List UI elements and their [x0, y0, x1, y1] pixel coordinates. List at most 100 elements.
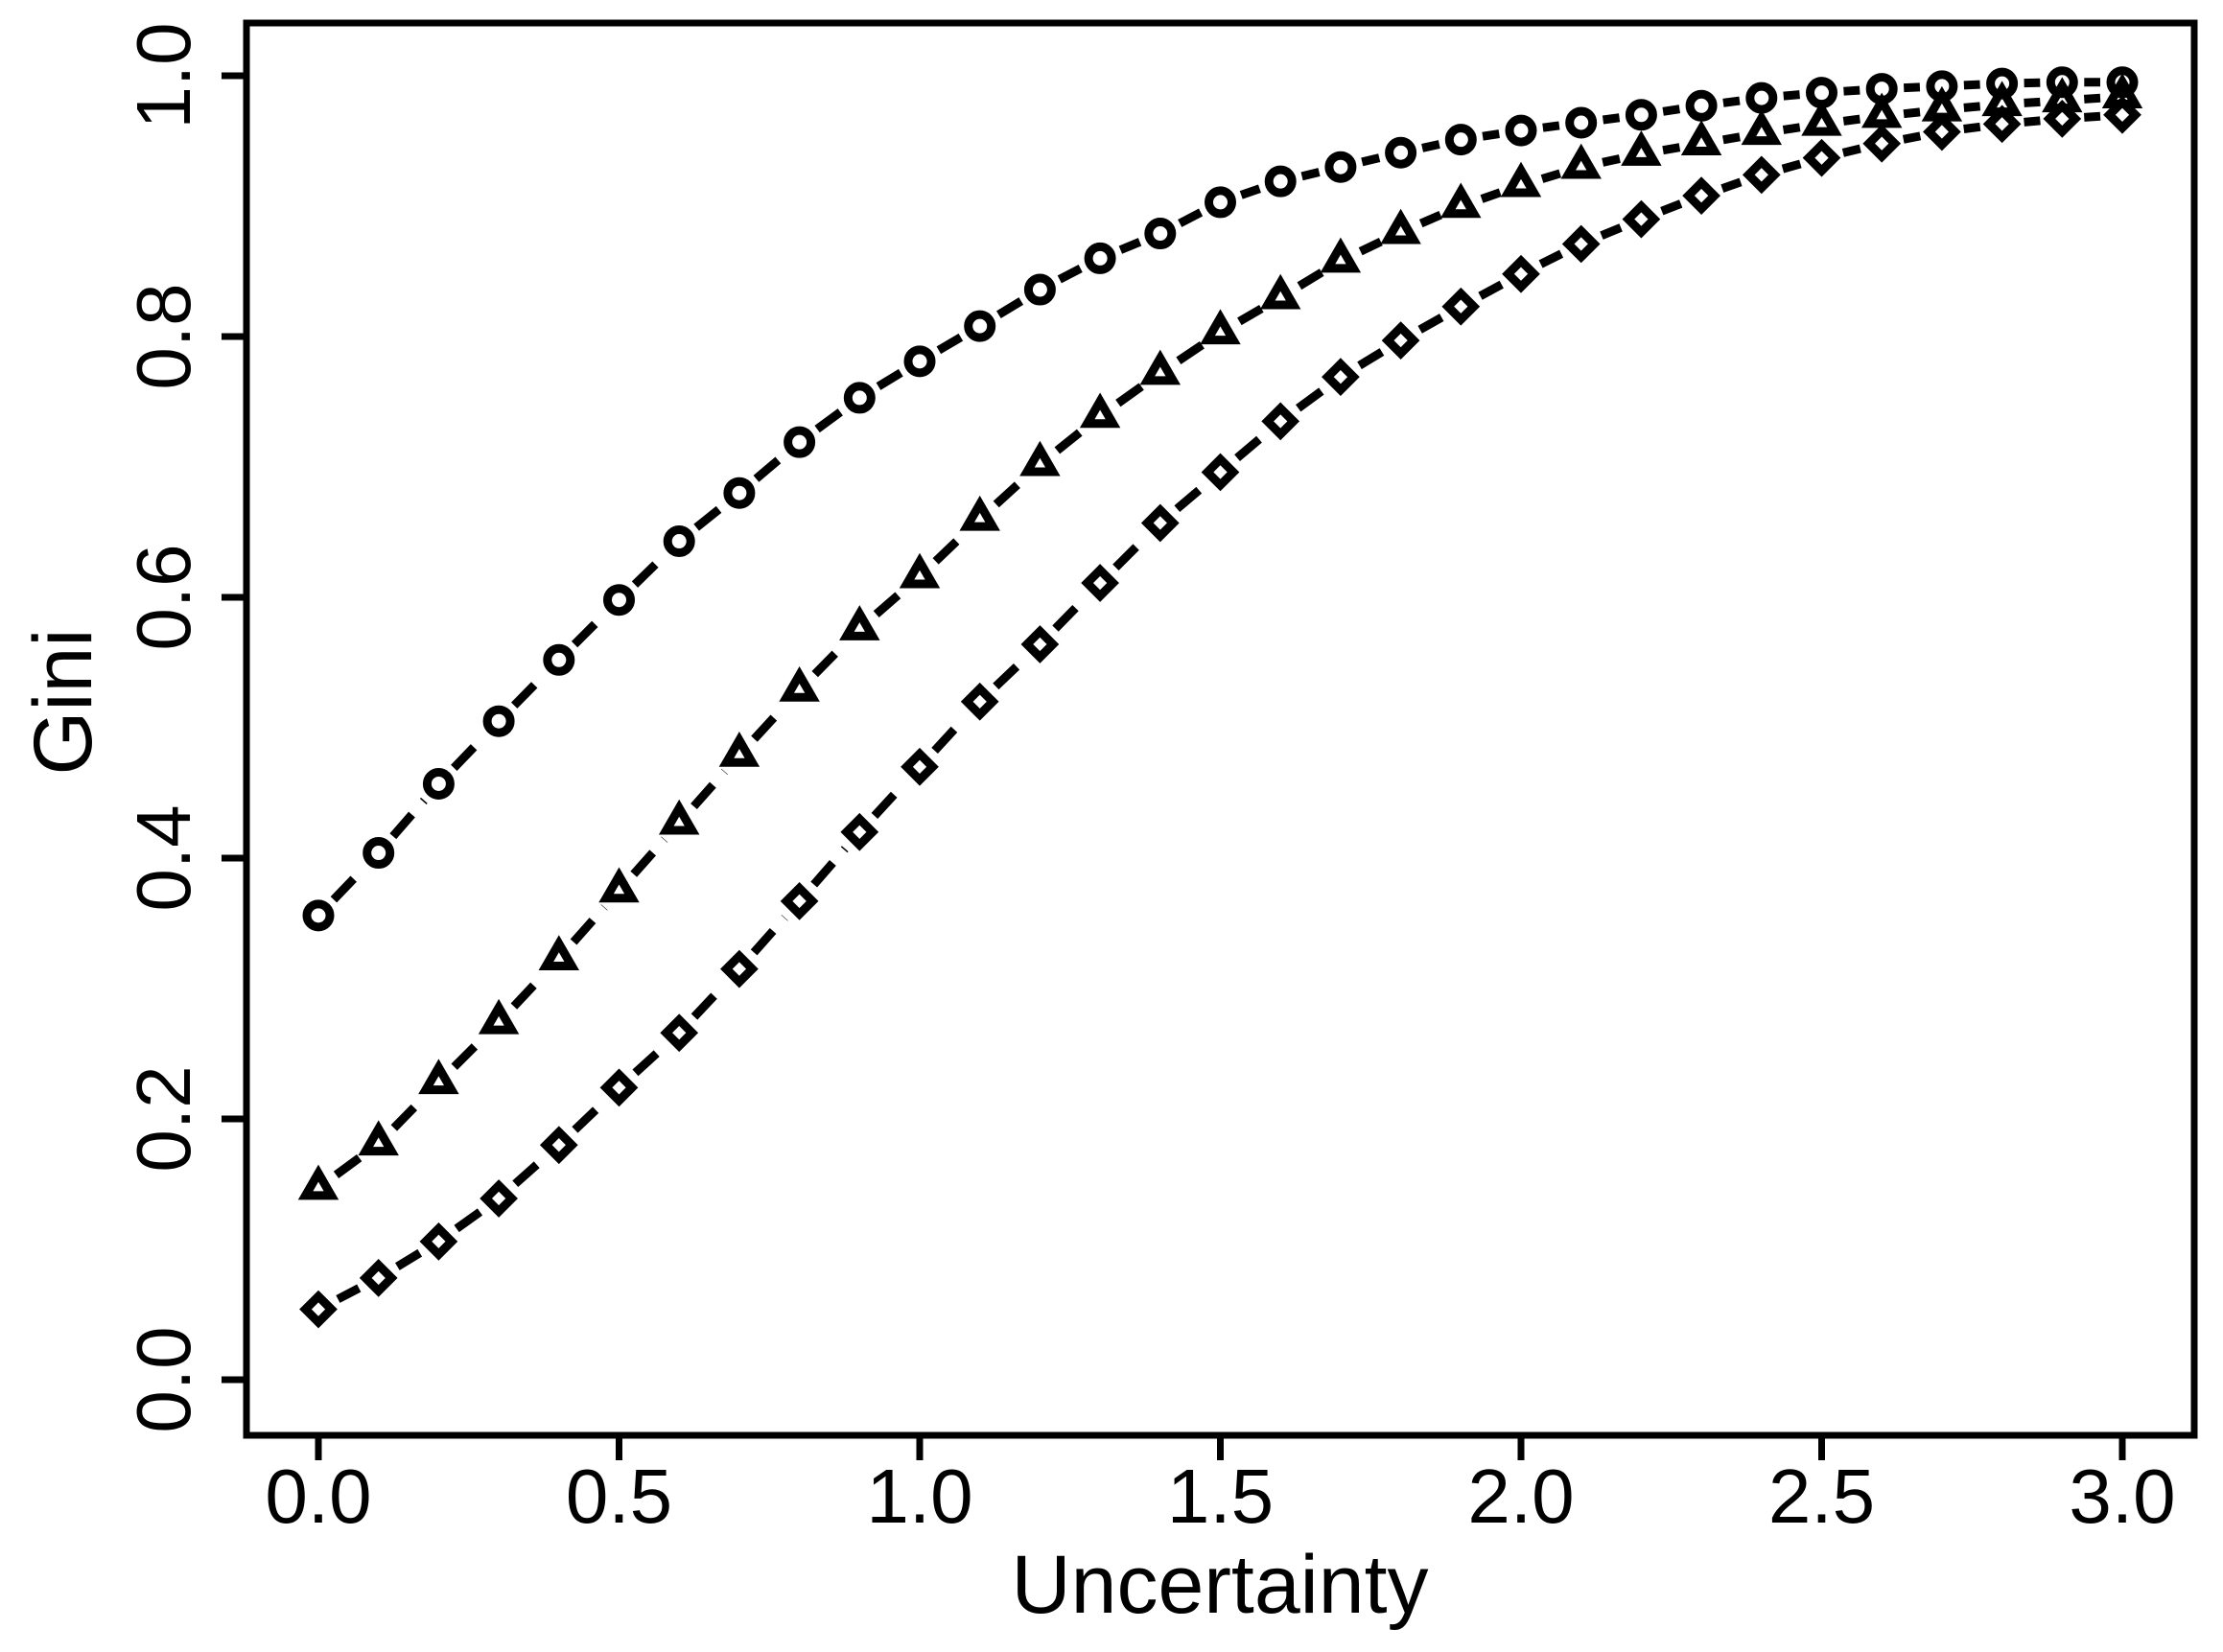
triangle-up-icon [1440, 182, 1482, 219]
diamond-icon [1201, 453, 1240, 492]
diamond-series-segment [1963, 122, 1981, 133]
circle-series-segment [1482, 129, 1500, 141]
diamond-icon [840, 812, 879, 851]
circle-icon [1324, 151, 1357, 183]
circle-series-segment [1057, 265, 1083, 284]
diamond-icon [1081, 564, 1119, 602]
diamond-icon [1441, 287, 1481, 326]
y-axis-title: Gini [17, 629, 109, 776]
diamond-series-segment [572, 1099, 606, 1133]
circle-series-segment [1421, 140, 1440, 152]
circle-series-segment [1662, 105, 1681, 116]
circle-icon [363, 837, 395, 870]
circle-icon [2106, 66, 2139, 99]
x-tick-label: 3.0 [2069, 1454, 2175, 1539]
diamond-series-segment [750, 915, 788, 956]
circle-icon [543, 643, 575, 676]
diamond-series-segment [1781, 159, 1802, 174]
diamond-icon [1561, 224, 1601, 264]
circle-series-segment [451, 733, 487, 772]
diamond-icon [1261, 402, 1300, 441]
diamond-series-segment [2083, 111, 2101, 122]
circle-icon [784, 426, 816, 458]
triangle-up-icon [297, 1164, 339, 1200]
diamond-series-segment [1357, 348, 1385, 370]
diamond-series-segment [690, 982, 728, 1020]
triangle-series-segment [2024, 97, 2041, 107]
diamond-series-segment [1234, 431, 1267, 462]
y-axis: 0.0 0.2 0.4 0.6 0.8 1.0 [121, 22, 246, 1433]
circle-series-segment [1843, 85, 1860, 96]
triangle-series-segment [1602, 154, 1621, 167]
diamond-icon [660, 1013, 699, 1053]
circle-icon [1084, 242, 1116, 274]
triangle-up-icon [1860, 92, 1903, 128]
circle-series-segment [693, 503, 725, 531]
triangle-series-segment [390, 1095, 427, 1131]
y-tick-label: 1.0 [121, 22, 206, 128]
circle-series-segment [571, 612, 607, 648]
circle-icon [1625, 99, 1657, 131]
circle-series-segment [1239, 184, 1261, 199]
diamond-series-segment [395, 1248, 423, 1270]
circle-icon [964, 310, 996, 342]
diamond-icon [1982, 105, 2022, 144]
circle-series-segment [876, 368, 903, 390]
triangle-up-icon [1320, 237, 1362, 273]
circle-icon [1444, 124, 1477, 156]
diamond-icon [1381, 321, 1420, 360]
triangle-series-segment [1662, 143, 1681, 155]
triangle-up-icon [598, 867, 640, 903]
triangle-up-icon [418, 1059, 459, 1095]
circle-series-segment [1178, 208, 1204, 227]
diamond-icon [1502, 254, 1540, 293]
circle-icon [482, 705, 515, 737]
triangle-series-segment [510, 971, 548, 1010]
triangle-series-segment [751, 703, 788, 742]
triangle-up-icon [839, 605, 880, 640]
diamond-icon [1862, 124, 1902, 163]
diamond-icon [780, 882, 819, 920]
circle-icon [723, 477, 756, 509]
circle-series-segment [1118, 238, 1142, 254]
diamond-icon [539, 1126, 578, 1165]
triangle-up-icon [1139, 349, 1182, 385]
circle-series-segment [1963, 80, 1980, 90]
diamond-icon [1682, 176, 1720, 215]
circle-series [302, 66, 2139, 932]
series-layer [297, 66, 2143, 1329]
diamond-icon [1322, 358, 1360, 397]
circle-icon [603, 584, 635, 617]
y-tick-label: 0.8 [121, 283, 206, 389]
circle-icon [903, 345, 936, 378]
circle-series-segment [1542, 121, 1560, 132]
triangle-series-segment [1237, 304, 1264, 326]
triangle-series-segment [873, 587, 906, 617]
diamond-icon [599, 1068, 639, 1107]
diamond-series-segment [1112, 535, 1148, 570]
plot-box [243, 19, 2198, 1439]
circle-series-segment [631, 553, 667, 588]
circle-series-segment [1361, 153, 1381, 167]
triangle-up-icon [1801, 100, 1842, 136]
diamond-series-segment [810, 846, 849, 888]
diamond-icon [901, 747, 939, 786]
triangle-series-segment [1540, 169, 1561, 183]
triangle-series-segment [1782, 123, 1801, 134]
triangle-series-segment [2083, 93, 2101, 104]
diamond-series-segment [1478, 280, 1504, 300]
circle-icon [422, 767, 455, 800]
triangle-series-segment [1903, 107, 1921, 119]
triangle-up-icon [1500, 161, 1542, 198]
circle-icon [1385, 136, 1417, 169]
circle-series-segment [1300, 168, 1321, 181]
x-tick-label: 2.0 [1467, 1454, 1574, 1539]
triangle-series-segment [1176, 341, 1205, 364]
triangle-series-segment [1115, 382, 1145, 407]
diamond-icon [1802, 138, 1841, 177]
circle-icon [1023, 273, 1056, 306]
triangle-up-icon [1259, 273, 1301, 310]
diamond-series-segment [1417, 314, 1444, 334]
